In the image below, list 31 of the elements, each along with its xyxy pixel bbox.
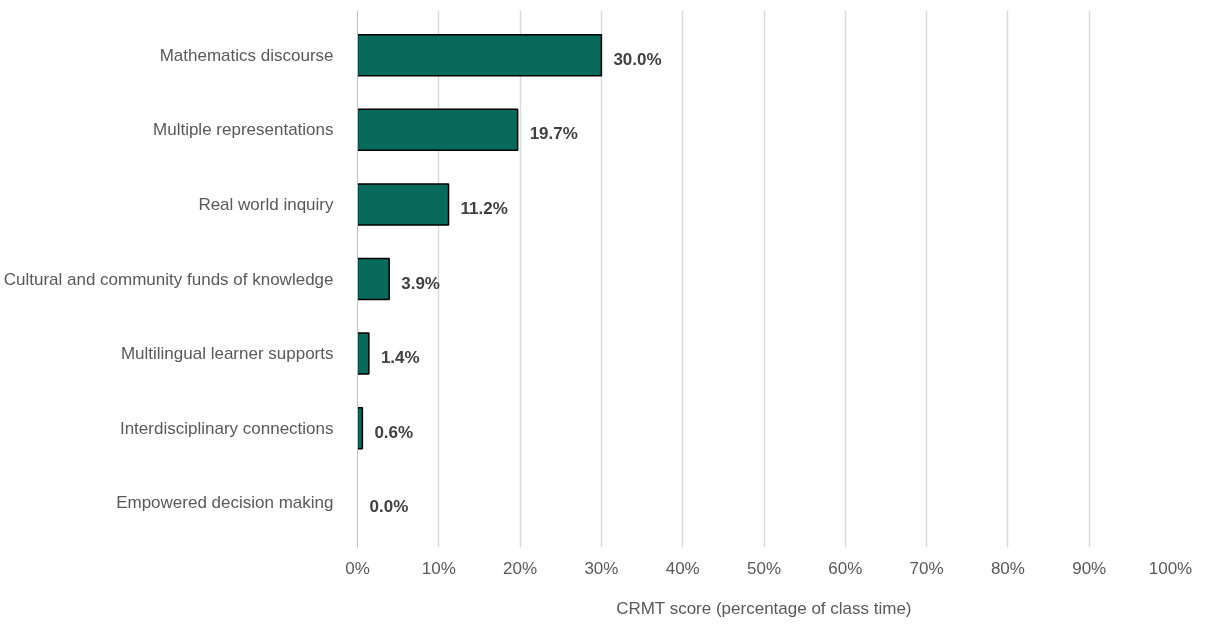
x-tick-label: 90% bbox=[1072, 558, 1107, 578]
data-label: 19.7% bbox=[529, 124, 578, 144]
bar bbox=[357, 108, 519, 152]
data-label: 3.9% bbox=[401, 273, 440, 293]
x-axis-title: CRMT score (percentage of class time) bbox=[616, 598, 912, 618]
y-tick-label: Empowered decision making bbox=[116, 493, 334, 513]
y-tick-label: Mathematics discourse bbox=[159, 45, 334, 65]
x-tick-label: 100% bbox=[1148, 558, 1193, 578]
x-tick-label: 40% bbox=[665, 558, 700, 578]
bar bbox=[357, 183, 450, 226]
y-tick-label: Real world inquiry bbox=[198, 194, 334, 214]
x-tick-label: 0% bbox=[345, 558, 370, 578]
data-label: 1.4% bbox=[380, 348, 420, 368]
x-tick-label: 20% bbox=[503, 558, 538, 578]
y-tick-label: Interdisciplinary connections bbox=[119, 418, 334, 438]
y-tick-label: Multiple representations bbox=[153, 120, 334, 140]
x-tick-label: 10% bbox=[421, 558, 456, 578]
y-tick-label: Cultural and community funds of knowledge bbox=[3, 269, 334, 289]
data-label: 11.2% bbox=[460, 198, 508, 218]
bar bbox=[357, 332, 370, 375]
data-label: 0.0% bbox=[369, 497, 409, 517]
x-tick-label: 70% bbox=[909, 558, 944, 578]
bar bbox=[357, 257, 390, 301]
bar bbox=[357, 33, 603, 77]
x-tick-label: 80% bbox=[990, 558, 1025, 578]
x-tick-label: 30% bbox=[584, 558, 619, 578]
x-tick-label: 60% bbox=[828, 558, 863, 578]
data-label: 0.6% bbox=[374, 422, 414, 442]
x-tick-label: 50% bbox=[746, 558, 782, 578]
y-tick-label: Multilingual learner supports bbox=[120, 344, 334, 364]
data-label: 30.0% bbox=[613, 49, 662, 69]
